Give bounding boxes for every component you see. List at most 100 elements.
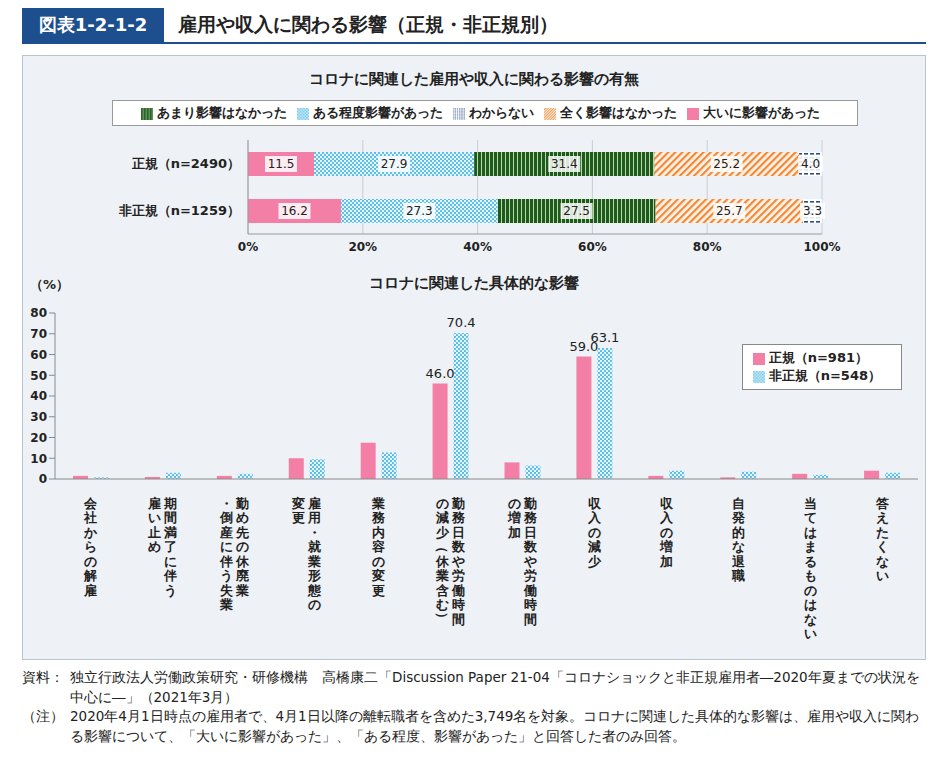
svg-text:に: に bbox=[164, 554, 177, 569]
svg-text:日: 日 bbox=[524, 525, 537, 540]
svg-text:の: の bbox=[804, 583, 817, 598]
svg-text:勤: 勤 bbox=[451, 496, 465, 511]
svg-text:な: な bbox=[804, 612, 817, 627]
svg-text:27.3: 27.3 bbox=[406, 204, 433, 218]
svg-text:の: の bbox=[308, 597, 321, 612]
svg-text:な: な bbox=[732, 539, 745, 554]
svg-text:答: 答 bbox=[875, 496, 889, 511]
svg-text:ま: ま bbox=[804, 539, 817, 554]
svg-text:変: 変 bbox=[371, 568, 385, 583]
svg-text:当: 当 bbox=[804, 496, 817, 511]
svg-text:や: や bbox=[523, 554, 537, 569]
svg-text:了: 了 bbox=[164, 539, 177, 554]
svg-text:の: の bbox=[236, 539, 249, 554]
svg-text:間: 間 bbox=[164, 510, 177, 525]
svg-text:増: 増 bbox=[659, 539, 673, 554]
svg-text:数: 数 bbox=[523, 539, 538, 554]
svg-text:日: 日 bbox=[452, 525, 465, 540]
svg-text:0: 0 bbox=[39, 472, 47, 486]
svg-text:働: 働 bbox=[523, 583, 537, 598]
svg-text:形: 形 bbox=[307, 568, 321, 583]
svg-text:勤: 勤 bbox=[523, 496, 537, 511]
svg-text:社: 社 bbox=[83, 510, 97, 525]
svg-text:な: な bbox=[876, 554, 889, 569]
svg-text:自: 自 bbox=[732, 496, 745, 511]
svg-text:含: 含 bbox=[435, 583, 449, 598]
svg-text:70: 70 bbox=[30, 327, 47, 341]
svg-text:（: （ bbox=[435, 540, 450, 553]
svg-text:い: い bbox=[148, 510, 161, 525]
svg-text:25.7: 25.7 bbox=[716, 204, 743, 218]
svg-text:会: 会 bbox=[83, 496, 98, 511]
svg-text:時: 時 bbox=[524, 597, 537, 612]
svg-text:加: 加 bbox=[659, 554, 673, 569]
svg-text:発: 発 bbox=[731, 510, 745, 525]
svg-text:的: 的 bbox=[732, 525, 745, 540]
svg-text:う: う bbox=[164, 583, 177, 598]
svg-text:か: か bbox=[83, 525, 98, 540]
svg-text:や: や bbox=[451, 554, 465, 569]
svg-text:就: 就 bbox=[307, 539, 321, 554]
svg-text:時: 時 bbox=[452, 597, 465, 612]
svg-text:0%: 0% bbox=[238, 240, 258, 254]
svg-text:27.5: 27.5 bbox=[563, 204, 590, 218]
svg-text:入: 入 bbox=[659, 510, 674, 525]
svg-text:減: 減 bbox=[435, 510, 449, 525]
svg-text:業: 業 bbox=[235, 583, 249, 598]
svg-text:16.2: 16.2 bbox=[281, 204, 308, 218]
svg-text:数: 数 bbox=[451, 539, 466, 554]
svg-text:間: 間 bbox=[452, 612, 465, 627]
svg-text:る: る bbox=[804, 554, 817, 569]
svg-text:は: は bbox=[804, 525, 817, 540]
svg-text:30: 30 bbox=[30, 410, 47, 424]
svg-text:変: 変 bbox=[291, 496, 305, 511]
svg-text:産: 産 bbox=[219, 525, 233, 540]
svg-text:業: 業 bbox=[307, 554, 321, 569]
svg-text:60: 60 bbox=[30, 348, 47, 362]
svg-text:労: 労 bbox=[524, 568, 537, 583]
svg-text:む: む bbox=[436, 597, 449, 612]
svg-text:4.0: 4.0 bbox=[801, 157, 820, 171]
svg-text:は: は bbox=[804, 597, 817, 612]
svg-text:業: 業 bbox=[371, 496, 385, 511]
svg-text:40: 40 bbox=[30, 389, 47, 403]
svg-text:80: 80 bbox=[30, 306, 47, 320]
svg-text:31.4: 31.4 bbox=[551, 157, 578, 171]
svg-text:間: 間 bbox=[524, 612, 537, 627]
svg-text:収: 収 bbox=[588, 496, 602, 511]
svg-text:休: 休 bbox=[235, 554, 250, 569]
svg-text:先: 先 bbox=[235, 525, 249, 540]
svg-text:収: 収 bbox=[660, 496, 674, 511]
svg-text:止: 止 bbox=[147, 525, 161, 540]
svg-text:伴: 伴 bbox=[163, 568, 177, 583]
svg-text:雇: 雇 bbox=[147, 496, 161, 511]
svg-text:務: 務 bbox=[371, 510, 386, 525]
svg-text:の: の bbox=[660, 525, 673, 540]
svg-text:25.2: 25.2 bbox=[713, 157, 740, 171]
svg-text:た: た bbox=[876, 525, 889, 540]
svg-text:用: 用 bbox=[307, 510, 321, 525]
svg-text:容: 容 bbox=[371, 539, 385, 554]
svg-text:い: い bbox=[876, 568, 889, 583]
svg-text:勤: 勤 bbox=[235, 496, 249, 511]
svg-text:60%: 60% bbox=[578, 240, 607, 254]
svg-text:更: 更 bbox=[372, 583, 385, 598]
svg-text:も: も bbox=[804, 568, 817, 583]
svg-text:倒: 倒 bbox=[219, 510, 233, 525]
svg-text:11.5: 11.5 bbox=[268, 157, 295, 171]
svg-text:正規（n=2490）: 正規（n=2490） bbox=[131, 156, 240, 171]
svg-text:業: 業 bbox=[219, 597, 233, 612]
svg-text:ら: ら bbox=[84, 539, 97, 554]
svg-text:20%: 20% bbox=[348, 240, 377, 254]
svg-text:46.0: 46.0 bbox=[426, 366, 455, 381]
svg-text:休: 休 bbox=[435, 554, 450, 569]
svg-text:10: 10 bbox=[30, 452, 47, 466]
svg-text:廃: 廃 bbox=[235, 568, 249, 583]
svg-text:の: の bbox=[84, 554, 97, 569]
svg-text:期: 期 bbox=[163, 496, 177, 511]
svg-text:務: 務 bbox=[451, 510, 466, 525]
svg-text:労: 労 bbox=[452, 568, 465, 583]
svg-text:て: て bbox=[804, 510, 817, 525]
svg-text:）: ） bbox=[435, 613, 450, 626]
svg-text:更: 更 bbox=[292, 510, 305, 525]
